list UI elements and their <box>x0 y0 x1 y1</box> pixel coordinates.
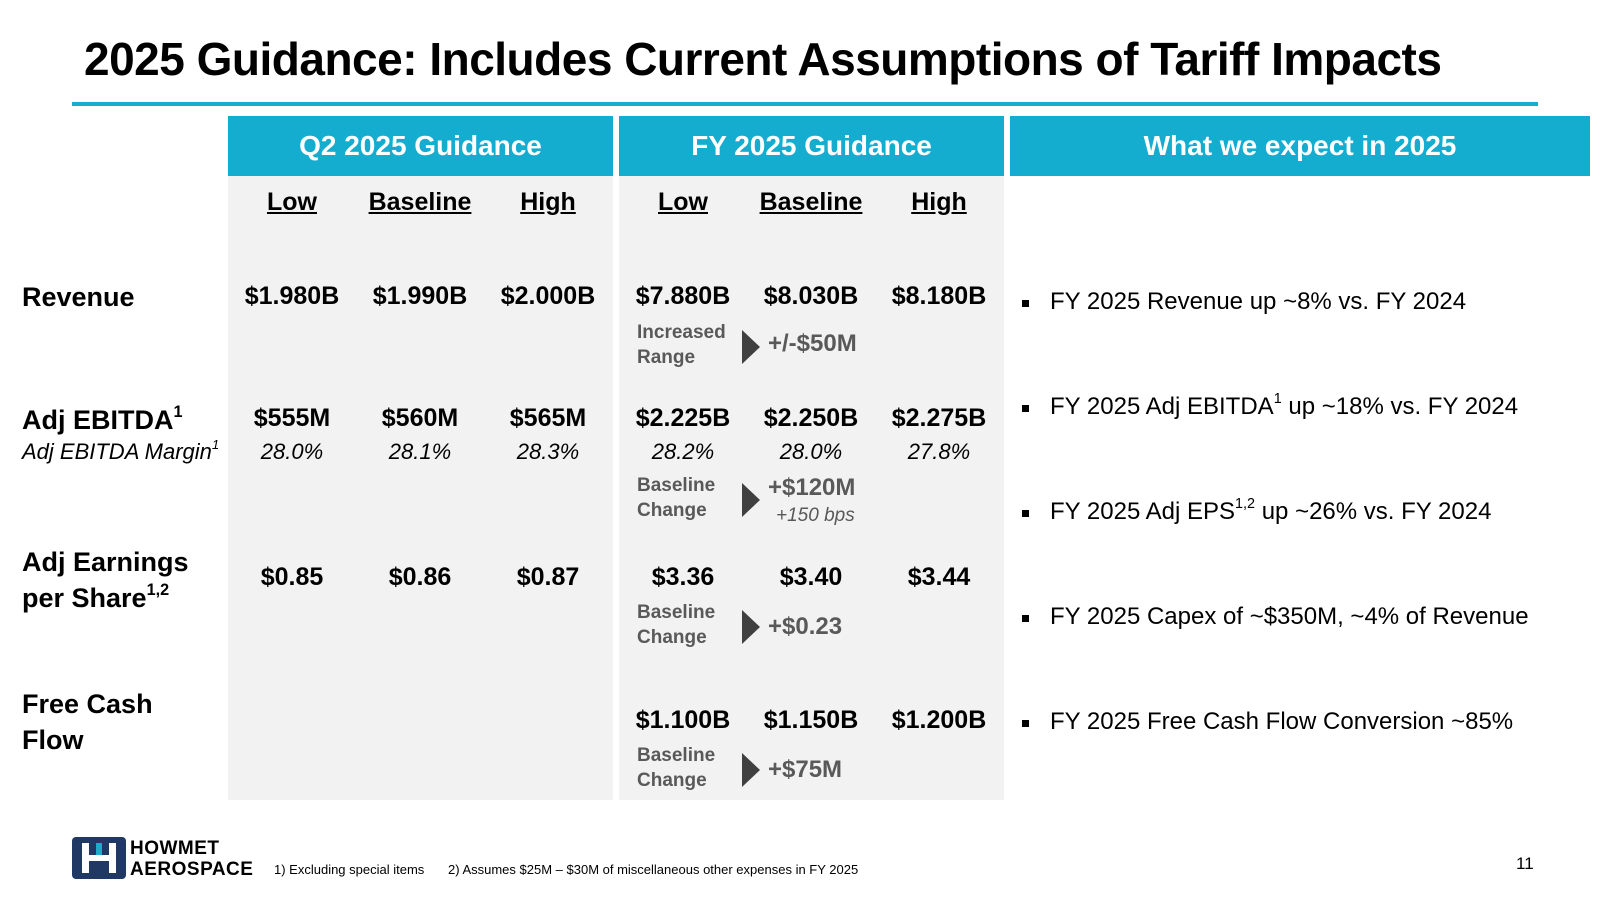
expect-bullet-fcf-text: FY 2025 Free Cash Flow Conversion ~85% <box>1050 708 1514 735</box>
fy-eps-baseline: $3.40 <box>779 563 843 591</box>
fcf-label-line2: Flow <box>22 725 84 755</box>
q2-eps-baseline: $0.86 <box>388 563 452 591</box>
eps-label-line1: Adj Earnings <box>22 547 189 577</box>
revenue-change-label: Increased Range <box>637 320 726 370</box>
fy-fcf-high: $1.200B <box>891 706 987 734</box>
revenue-change-label-line1: Increased <box>637 322 726 343</box>
fy-col-high: High <box>911 188 967 216</box>
q2-ebitda-baseline: $560M <box>381 404 459 432</box>
ebitda-change-value: +$120M <box>768 474 856 501</box>
ebitda-margin-label-text: Adj EBITDA Margin <box>22 439 212 464</box>
fy-revenue-baseline: $8.030B <box>763 282 859 310</box>
q2-revenue-high: $2.000B <box>500 282 596 310</box>
fy-revenue-high: $8.180B <box>891 282 987 310</box>
footnote-2: 2) Assumes $25M – $30M of miscellaneous … <box>448 862 859 877</box>
fcf-label-line1: Free Cash <box>22 689 153 719</box>
revenue-change-arrow-icon <box>742 330 760 364</box>
page-title: 2025 Guidance: Includes Current Assumpti… <box>84 33 1442 85</box>
q2-guidance-panel <box>228 176 613 800</box>
page-number: 11 <box>1516 854 1534 873</box>
ebitda-change-note: +150 bps <box>776 505 855 526</box>
ebitda-change-label-line1: Baseline <box>637 475 716 496</box>
q2-col-high: High <box>520 188 576 216</box>
footnote-1: 1) Excluding special items <box>274 862 425 877</box>
fy-ebitda-high: $2.275B <box>891 404 987 432</box>
fcf-change-arrow-icon <box>742 753 760 787</box>
bullet-square-icon <box>1022 615 1029 622</box>
revenue-change-value: +/-$50M <box>768 330 857 357</box>
fy-fcf-baseline: $1.150B <box>763 706 859 734</box>
fy-eps-high: $3.44 <box>907 563 971 591</box>
q2-ebitda-low: $555M <box>253 404 331 432</box>
eps-change-label: Baseline Change <box>637 600 715 650</box>
ebitda-label-text: Adj EBITDA <box>22 405 174 435</box>
eps-change-label-line2: Change <box>637 627 707 648</box>
howmet-logo-icon <box>72 837 126 879</box>
q2-guidance-header: Q2 2025 Guidance <box>228 116 613 176</box>
brand-line1: HOWMET <box>130 838 220 859</box>
ebitda-label-footnote: 1 <box>173 402 183 421</box>
revenue-change-label-line2: Range <box>637 347 696 368</box>
expect-bullet-ebitda-footnote: 1 <box>1273 391 1282 408</box>
expect-bullet-eps-text: FY 2025 Adj EPS1,2 up ~26% vs. FY 2024 <box>1050 496 1492 526</box>
expect-bullet-revenue-text: FY 2025 Revenue up ~8% vs. FY 2024 <box>1050 288 1467 315</box>
ebitda-change-label: Baseline Change <box>637 473 715 523</box>
eps-label-line2: per Share <box>22 583 147 613</box>
expect-header: What we expect in 2025 <box>1010 116 1590 176</box>
howmet-aerospace-wordmark: HOWMET AEROSPACE <box>130 838 253 880</box>
expect-bullet-ebitda-pre: FY 2025 Adj EBITDA <box>1050 393 1274 420</box>
fy-eps-low: $3.36 <box>651 563 715 591</box>
expect-bullet-eps-footnote: 1,2 <box>1235 496 1256 513</box>
eps-label-footnote: 1,2 <box>146 580 170 599</box>
fy-margin-high: 27.8% <box>907 439 971 464</box>
fy-col-baseline: Baseline <box>759 188 863 216</box>
fcf-change-label-line2: Change <box>637 770 707 791</box>
fy-fcf-low: $1.100B <box>635 706 731 734</box>
ebitda-margin-label: Adj EBITDA Margin1 <box>22 437 220 465</box>
fcf-change-label-line1: Baseline <box>637 745 716 766</box>
fcf-change-label: Baseline Change <box>637 743 715 793</box>
ebitda-margin-footnote: 1 <box>211 437 220 453</box>
fy-guidance-panel <box>619 176 1004 800</box>
q2-margin-low: 28.0% <box>260 439 324 464</box>
eps-change-value: +$0.23 <box>768 613 843 640</box>
expect-bullet-ebitda-text: FY 2025 Adj EBITDA1 up ~18% vs. FY 2024 <box>1050 391 1519 421</box>
fy-ebitda-baseline: $2.250B <box>763 404 859 432</box>
fy-col-low: Low <box>658 188 708 216</box>
q2-eps-high: $0.87 <box>516 563 580 591</box>
bullet-square-icon <box>1022 720 1029 727</box>
q2-col-low: Low <box>267 188 317 216</box>
q2-revenue-baseline: $1.990B <box>372 282 468 310</box>
q2-col-baseline: Baseline <box>368 188 472 216</box>
q2-ebitda-high: $565M <box>509 404 587 432</box>
fy-guidance-header: FY 2025 Guidance <box>619 116 1004 176</box>
eps-change-arrow-icon <box>742 610 760 644</box>
bullet-square-icon <box>1022 510 1029 517</box>
expect-bullet-capex-text: FY 2025 Capex of ~$350M, ~4% of Revenue <box>1050 603 1529 630</box>
q2-margin-high: 28.3% <box>516 439 580 464</box>
q2-margin-baseline: 28.1% <box>388 439 452 464</box>
expect-bullet-eps-post: up ~26% vs. FY 2024 <box>1255 498 1492 525</box>
fcf-label: Free Cash Flow <box>22 686 153 758</box>
eps-change-label-line1: Baseline <box>637 602 716 623</box>
expect-bullet-eps-pre: FY 2025 Adj EPS <box>1050 498 1236 525</box>
fy-margin-baseline: 28.0% <box>779 439 843 464</box>
bullet-square-icon <box>1022 300 1029 307</box>
ebitda-change-arrow-icon <box>742 483 760 517</box>
fy-ebitda-low: $2.225B <box>635 404 731 432</box>
eps-label: Adj Earnings per Share1,2 <box>22 544 189 616</box>
brand-line2: AEROSPACE <box>130 859 254 880</box>
fy-margin-low: 28.2% <box>651 439 715 464</box>
bullet-square-icon <box>1022 405 1029 412</box>
fcf-change-value: +$75M <box>768 756 843 783</box>
revenue-label: Revenue <box>22 282 135 312</box>
q2-eps-low: $0.85 <box>260 563 324 591</box>
q2-revenue-low: $1.980B <box>244 282 340 310</box>
ebitda-change-label-line2: Change <box>637 500 707 521</box>
expect-bullet-ebitda-post: up ~18% vs. FY 2024 <box>1281 393 1519 420</box>
fy-revenue-low: $7.880B <box>635 282 731 310</box>
title-underline <box>72 102 1538 106</box>
ebitda-label: Adj EBITDA1 <box>22 402 183 438</box>
